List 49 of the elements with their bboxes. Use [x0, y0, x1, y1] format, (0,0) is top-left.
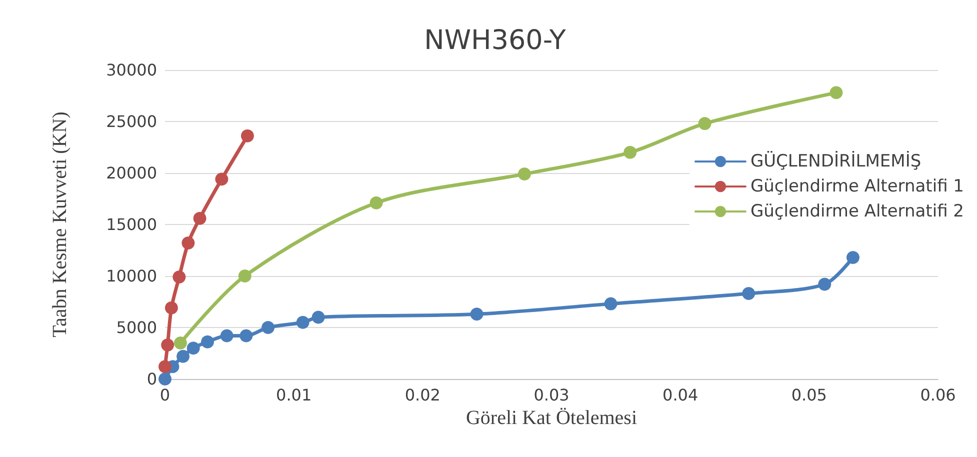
point [518, 168, 531, 181]
chart-title: NWH360-Y [424, 25, 566, 56]
point [215, 172, 228, 186]
y-tick-label: 5000 [116, 318, 157, 337]
point [158, 372, 172, 386]
point [370, 196, 383, 210]
legend-label: GÜÇLENDİRİLMEMİŞ [750, 150, 922, 172]
point [240, 129, 254, 142]
x-tick-label: 0.06 [920, 386, 956, 404]
point [312, 310, 325, 324]
point [296, 316, 310, 329]
y-tick-label: 10000 [106, 266, 157, 286]
point [158, 360, 172, 374]
x-tick-label: 0.01 [276, 386, 312, 404]
x-tick-label: 0.02 [404, 386, 440, 404]
point [186, 342, 200, 355]
x-tick-label: 0.04 [662, 386, 698, 404]
legend-label: Güçlendirme Alternatifi 1 [750, 176, 964, 196]
x-tick-label: 0.05 [791, 386, 827, 404]
y-tick-label: 20000 [106, 164, 157, 182]
x-tick-label: 0 [160, 386, 170, 404]
point [818, 278, 832, 291]
point [470, 308, 484, 321]
y-tick-label: 30000 [106, 60, 157, 80]
point [846, 250, 860, 264]
x-axis-title: Göreli Kat Ötelemesi [466, 406, 638, 429]
point [164, 301, 178, 314]
x-tick-label: 0.03 [534, 386, 570, 404]
y-axis-title: Taabn Kesme Kuvveti (KN) [49, 112, 71, 338]
y-tick-label: 25000 [106, 112, 157, 131]
point [262, 321, 275, 334]
point [238, 270, 252, 282]
y-tick-label: 15000 [106, 215, 157, 234]
legend-label: Güçlendirme Alternatifi 2 [750, 202, 964, 222]
y-tick-label: 0 [146, 370, 157, 388]
point [201, 335, 214, 348]
point [172, 270, 186, 284]
point [182, 236, 195, 250]
point [604, 297, 618, 310]
point [161, 338, 174, 352]
point [240, 329, 253, 342]
point [742, 287, 756, 300]
point [176, 350, 190, 363]
point [624, 146, 637, 159]
point [174, 336, 187, 350]
point [698, 117, 712, 130]
point [830, 86, 843, 100]
point [193, 212, 206, 225]
point [220, 329, 234, 342]
